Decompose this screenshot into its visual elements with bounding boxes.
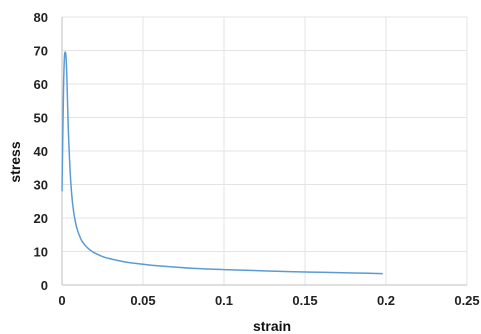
x-tick-label: 0.2	[377, 293, 395, 308]
x-tick-label: 0.25	[454, 293, 479, 308]
y-tick-label: 80	[34, 10, 48, 25]
y-tick-label: 50	[34, 111, 48, 126]
x-tick-label: 0	[58, 293, 65, 308]
y-tick-label: 60	[34, 77, 48, 92]
y-axis-title: stress	[7, 141, 23, 182]
series-line	[61, 51, 383, 275]
grid	[62, 16, 468, 285]
plot-area	[61, 51, 383, 275]
y-tick-label: 70	[34, 44, 48, 59]
tick-labels: 0 10 20 30 40 50 60 70 80 0 0.05 0.1 0.15 0.2 0.25	[34, 10, 480, 308]
x-tick-label: 0.1	[215, 293, 233, 308]
x-tick-label: 0.15	[292, 293, 317, 308]
x-axis-title: strain	[253, 318, 291, 334]
y-tick-label: 10	[34, 245, 48, 260]
y-tick-label: 30	[34, 178, 48, 193]
y-tick-label: 40	[34, 144, 48, 159]
y-tick-label: 20	[34, 211, 48, 226]
y-tick-label: 0	[41, 278, 48, 293]
x-tick-label: 0.05	[130, 293, 155, 308]
